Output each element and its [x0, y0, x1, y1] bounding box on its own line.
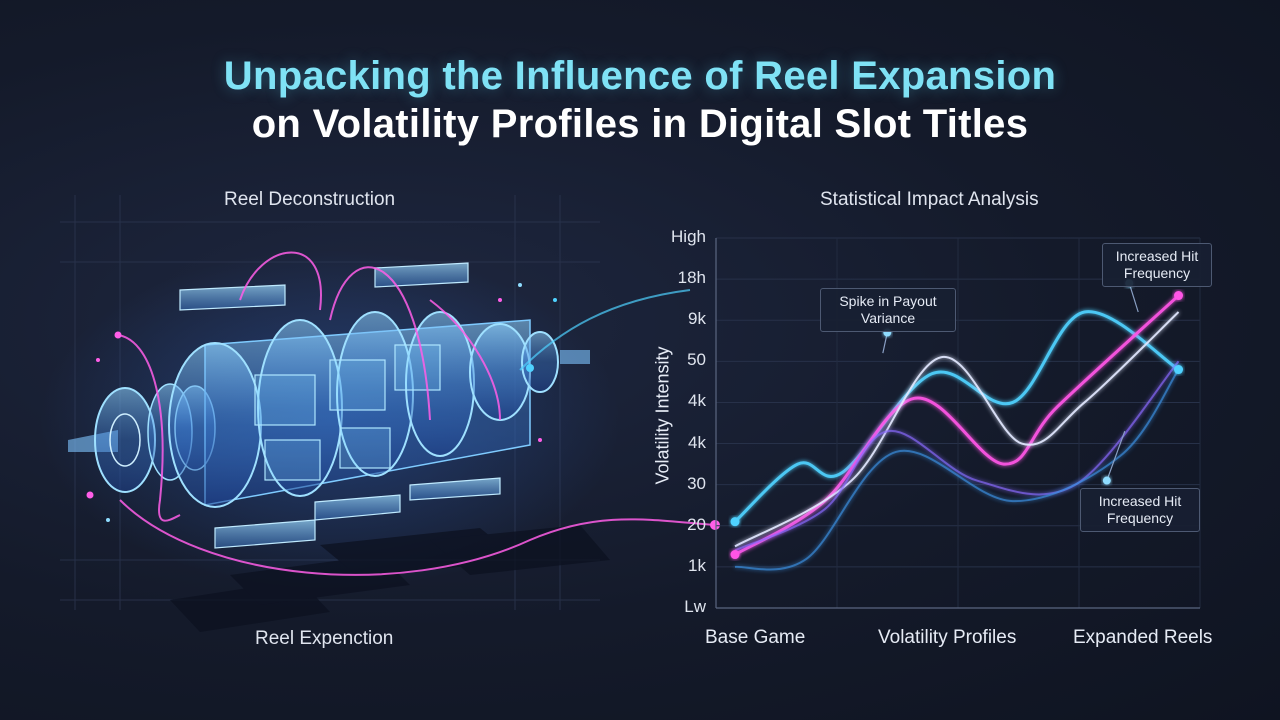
series-line [734, 294, 1180, 556]
y-tick-label: 50 [687, 350, 706, 370]
callout-hit-frequency-top: Increased Hit Frequency [1102, 243, 1212, 287]
callout-payout-variance: Spike in Payout Variance [820, 288, 956, 332]
chart-series-group [733, 294, 1180, 571]
y-tick-label: 4k [688, 432, 706, 452]
y-tick-label: 1k [688, 555, 706, 575]
series-line [734, 360, 1180, 552]
annotation-leader-line [1128, 283, 1139, 313]
y-tick-label: 30 [687, 473, 706, 493]
annotation-leader-line [1106, 431, 1126, 481]
series-line [734, 311, 1180, 548]
y-tick-label: Lw [684, 597, 706, 616]
series-point [730, 517, 740, 527]
y-tick-label: 9k [688, 309, 706, 329]
series-point [730, 550, 740, 560]
page-title: Unpacking the Influence of Reel Expansio… [0, 52, 1280, 148]
title-line-2: on Volatility Profiles in Digital Slot T… [251, 102, 1029, 146]
y-tick-label: 20 [687, 514, 706, 534]
x-tick-label: Volatility Profiles [878, 627, 1017, 648]
reel-deconstruction-heading: Reel Deconstruction [224, 189, 396, 210]
series-line [733, 310, 1180, 523]
x-tick-label: Base Game [705, 627, 806, 648]
series-point [1174, 365, 1184, 375]
chart-grid [715, 237, 1201, 609]
chart-points-group [730, 291, 1184, 560]
series-point [1174, 291, 1184, 301]
reel-expansion-caption: Reel Expenction [255, 628, 394, 649]
x-tick-label: Expanded Reels [1073, 627, 1213, 648]
y-tick-label: 18h [677, 268, 706, 288]
callout-hit-frequency-bottom: Increased Hit Frequency [1080, 488, 1200, 532]
annotation-anchor-dot [1102, 476, 1111, 485]
series-line [734, 368, 1180, 571]
chart-title: Statistical Impact Analysis [820, 189, 1039, 210]
title-line-1: Unpacking the Influence of Reel Expansio… [223, 54, 1057, 98]
y-tick-label: 4k [688, 391, 706, 411]
y-tick-label: High [671, 227, 706, 246]
